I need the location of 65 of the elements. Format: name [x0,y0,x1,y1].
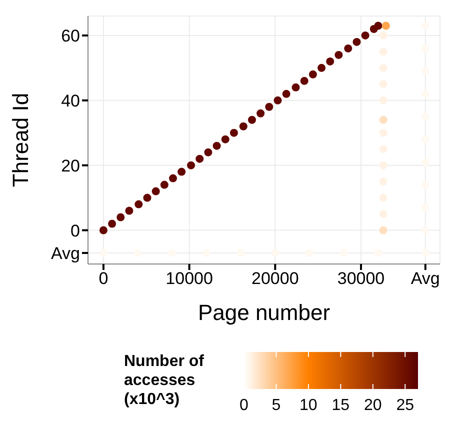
point [230,128,238,137]
point [379,194,388,202]
color-bar-label: 0 [240,397,249,414]
color-bar-label: 5 [272,397,281,414]
point [152,187,160,196]
color-bar-label: 10 [300,397,318,414]
x-tick-label: 20000 [252,269,299,288]
point [125,206,134,215]
y-tick-label: Avg [51,244,80,263]
point [344,44,352,52]
point [379,145,388,154]
point [379,64,388,72]
x-axis-title: Page number [198,300,330,325]
point [99,226,108,234]
point [326,57,334,66]
point [374,22,382,30]
y-axis-title: Thread Id [8,92,33,188]
point [160,180,168,189]
point [204,148,212,156]
point [265,102,274,111]
point [282,90,290,98]
point [239,122,248,130]
point [379,178,388,186]
color-bar-label: 25 [396,397,414,414]
point [274,96,282,104]
point [221,135,230,144]
point [300,76,308,85]
point [196,154,204,163]
y-tick-label: 60 [61,26,80,46]
point [318,64,326,72]
point [352,38,361,46]
point [116,213,125,222]
x-tick-label: 0 [98,269,108,288]
point [379,48,388,56]
point [292,83,300,92]
point [379,161,388,170]
x-tick-label: 30000 [337,269,385,288]
point [379,128,388,137]
point [248,116,256,124]
point [379,80,388,88]
point [187,161,196,170]
point [379,31,388,40]
x-tick-label: Avg [410,269,440,288]
point [334,50,343,59]
point [134,200,143,208]
point [379,96,388,104]
point [361,31,370,40]
point [108,220,116,228]
color-bar-label: 15 [332,397,350,414]
y-tick-label: 0 [70,221,80,240]
point [256,109,265,118]
color-bar-title: Number of accesses (x10^3) [124,353,205,408]
color-bar-label: 20 [364,397,382,414]
point [379,210,388,218]
point [308,70,317,78]
y-tick-label: 40 [61,91,80,110]
point [143,194,152,202]
point [168,174,177,182]
point [379,226,388,234]
point [382,22,390,30]
point [212,142,221,150]
point [178,168,186,176]
y-tick-label: 20 [61,156,80,176]
point [379,116,388,124]
x-tick-label: 10000 [166,269,213,288]
